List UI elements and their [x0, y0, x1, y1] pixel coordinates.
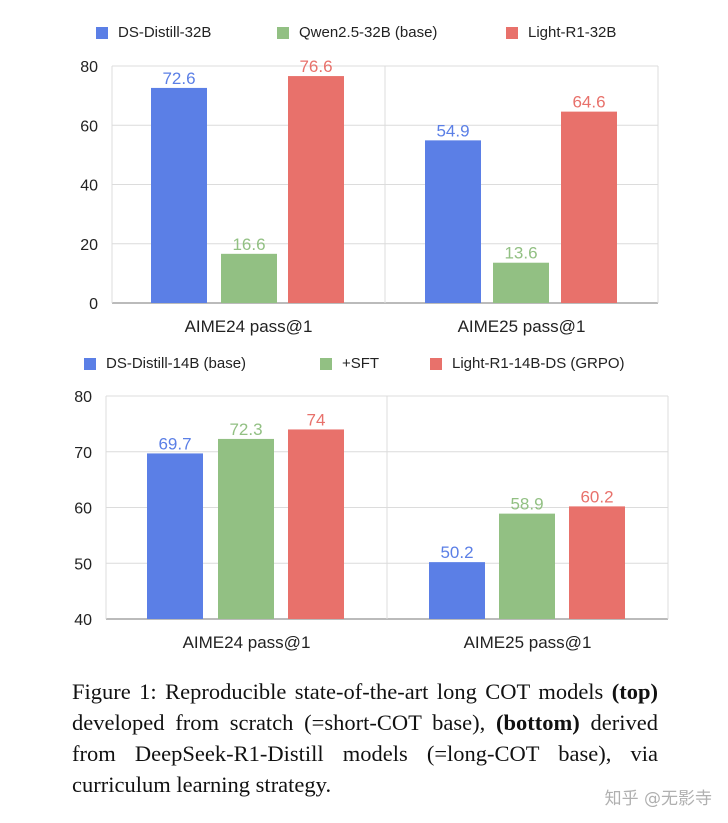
legend-swatch [430, 357, 442, 370]
bottom-legend: DS-Distill-14B (base) +SFT Light-R1-14B-… [0, 355, 728, 379]
caption-text-2: developed from scratch (=short-COT base)… [72, 710, 497, 735]
bar [569, 506, 625, 619]
legend-item: Qwen2.5-32B (base) [277, 24, 437, 41]
y-tick-label: 20 [80, 237, 98, 254]
bar [288, 76, 344, 303]
bottom-chart-svg: 40 50 60 70 80 69.7 72.3 74 AIME24 pass@1 50.2 58.… [74, 389, 669, 652]
bar [429, 562, 485, 619]
category-label: AIME24 pass@1 [185, 317, 313, 336]
data-label: 16.6 [232, 235, 265, 254]
data-label: 13.6 [504, 244, 537, 263]
y-tick-label: 60 [74, 501, 92, 518]
bottom-chart: 40 50 60 70 80 69.7 72.3 74 AIME24 pass@1 50.2 58.… [0, 382, 728, 662]
data-label: 72.6 [162, 69, 195, 88]
data-label: 64.6 [572, 93, 605, 112]
legend-label: +SFT [342, 355, 380, 372]
watermark: 知乎 @无影寺 [604, 789, 712, 809]
legend-swatch [277, 26, 289, 39]
legend-label: Light-R1-32B [528, 24, 617, 41]
y-tick-label: 80 [74, 389, 92, 406]
y-tick-label: 0 [89, 296, 98, 313]
bar [561, 111, 617, 303]
legend-item: +SFT [320, 355, 379, 372]
bar [218, 438, 274, 619]
top-legend: DS-Distill-32B Qwen2.5-32B (base) Light-… [0, 24, 728, 48]
category-label: AIME25 pass@1 [464, 633, 592, 652]
bar [147, 453, 203, 619]
category-label: AIME25 pass@1 [458, 317, 586, 336]
legend-item: DS-Distill-32B [96, 24, 211, 41]
y-tick-label: 70 [74, 445, 92, 462]
y-tick-label: 40 [74, 612, 92, 629]
bar [221, 253, 277, 303]
data-label: 50.2 [440, 543, 473, 562]
data-label: 72.3 [229, 420, 262, 439]
bar [499, 513, 555, 619]
bar [425, 140, 481, 303]
legend-swatch [506, 26, 518, 39]
legend-item: DS-Distill-14B (base) [84, 355, 246, 372]
data-label: 69.7 [158, 434, 191, 453]
caption-text-3: derived from DeepSeek-R1-Distill models … [72, 710, 659, 797]
y-tick-label: 40 [80, 178, 98, 195]
top-chart-svg: 0 20 40 60 80 72.6 16.6 76.6 AIME24 pass@1 54.9 13… [80, 57, 659, 336]
caption-bold-top: (top) [611, 679, 658, 704]
category-label: AIME24 pass@1 [183, 633, 311, 652]
y-tick-label: 50 [74, 556, 92, 573]
bar [151, 87, 207, 303]
bar [493, 262, 549, 303]
data-label: 54.9 [436, 121, 469, 140]
legend-swatch [84, 357, 96, 370]
data-label: 58.9 [510, 495, 543, 514]
legend-swatch [320, 357, 332, 370]
top-chart: 0 20 40 60 80 72.6 16.6 76.6 AIME24 pass@1 54.9 13… [0, 52, 728, 342]
caption-text-1: Figure 1: Reproducible state-of-the-art … [72, 679, 612, 704]
legend-label: Qwen2.5-32B (base) [299, 24, 438, 41]
legend-label: Light-R1-14B-DS (GRPO) [452, 355, 625, 372]
y-tick-label: 60 [80, 118, 98, 135]
data-label: 60.2 [580, 487, 613, 506]
legend-swatch [96, 26, 108, 39]
figure-caption: Figure 1: Reproducible state-of-the-art … [72, 676, 658, 800]
data-label: 74 [307, 410, 326, 429]
legend-label: DS-Distill-32B [118, 24, 212, 41]
bar [288, 429, 344, 619]
caption-bold-bottom: (bottom) [496, 710, 580, 735]
legend-item: Light-R1-14B-DS (GRPO) [430, 355, 625, 372]
legend-item: Light-R1-32B [506, 24, 616, 41]
y-tick-label: 80 [80, 59, 98, 76]
data-label: 76.6 [299, 57, 332, 76]
legend-label: DS-Distill-14B (base) [106, 355, 247, 372]
